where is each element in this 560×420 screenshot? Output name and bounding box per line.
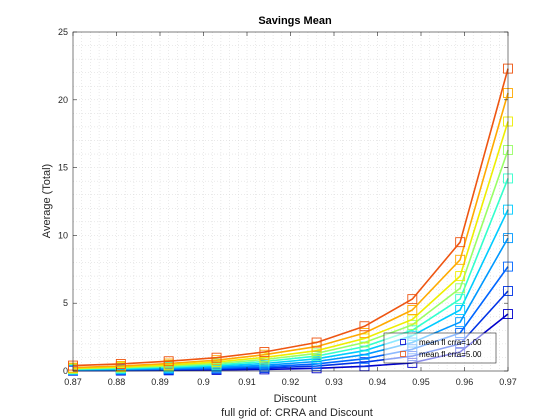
x-axis-label: Discount (274, 393, 317, 405)
series-line (72, 149, 509, 370)
legend-label-crra-5: mean fl crra=5.00 (419, 350, 482, 359)
series-line (72, 68, 509, 367)
data-point (455, 271, 466, 282)
x-tick-label: 0.88 (108, 377, 126, 387)
data-point (311, 337, 322, 348)
x-tick-label: 0.92 (282, 377, 300, 387)
legend-marker-crra-1 (400, 339, 406, 345)
chart-title: Savings Mean (258, 15, 332, 27)
data-point (455, 294, 466, 305)
data-point (359, 321, 370, 332)
x-tick-label: 0.89 (151, 377, 169, 387)
y-tick-label: 10 (58, 230, 68, 240)
data-point (211, 352, 222, 363)
series-line (72, 121, 509, 370)
x-tick-label: 0.95 (412, 377, 430, 387)
legend[interactable]: mean fl crra=1.00 mean fl crra=5.00 (383, 332, 497, 364)
data-point (359, 328, 370, 338)
y-tick-label: 5 (63, 298, 68, 308)
data-point (259, 347, 270, 357)
data-point (455, 317, 466, 328)
grid (73, 32, 508, 371)
series-line (72, 92, 509, 369)
x-tick-label: 0.96 (456, 377, 474, 387)
data-point (115, 358, 126, 369)
data-point (455, 254, 466, 265)
ticks: 0.87 0.88 0.89 0.9 0.91 0.92 0.93 0.94 0.95 0.96 0… (58, 27, 517, 387)
data-point (407, 294, 418, 305)
data-point (407, 319, 418, 330)
data-point (455, 283, 466, 294)
y-tick-label: 0 (63, 366, 68, 376)
data-point (407, 314, 418, 325)
x-tick-label: 0.87 (64, 377, 82, 387)
data-point (407, 305, 418, 315)
y-axis-label: Average (Total) (41, 164, 53, 238)
x-tick-label: 0.91 (238, 377, 256, 387)
series-layer (68, 63, 513, 376)
data-point (359, 333, 370, 344)
y-tick-label: 15 (58, 163, 68, 173)
legend-label-crra-1: mean fl crra=1.00 (419, 338, 482, 347)
y-tick-label: 20 (58, 95, 68, 105)
data-point (163, 356, 174, 367)
legend-box (383, 332, 497, 364)
y-tick-label: 25 (58, 27, 68, 37)
x-tick-label: 0.93 (325, 377, 343, 387)
x-tick-label: 0.97 (499, 377, 517, 387)
axes: 0.87 0.88 0.89 0.9 0.91 0.92 0.93 0.94 0.95 0.96 0… (58, 27, 517, 387)
legend-marker-crra-5 (400, 351, 406, 357)
data-point (455, 305, 466, 315)
figure-caption: full grid of: CRRA and Discount (221, 407, 373, 419)
x-tick-label: 0.94 (369, 377, 387, 387)
x-tick-label: 0.9 (197, 377, 210, 387)
data-point (455, 237, 466, 248)
